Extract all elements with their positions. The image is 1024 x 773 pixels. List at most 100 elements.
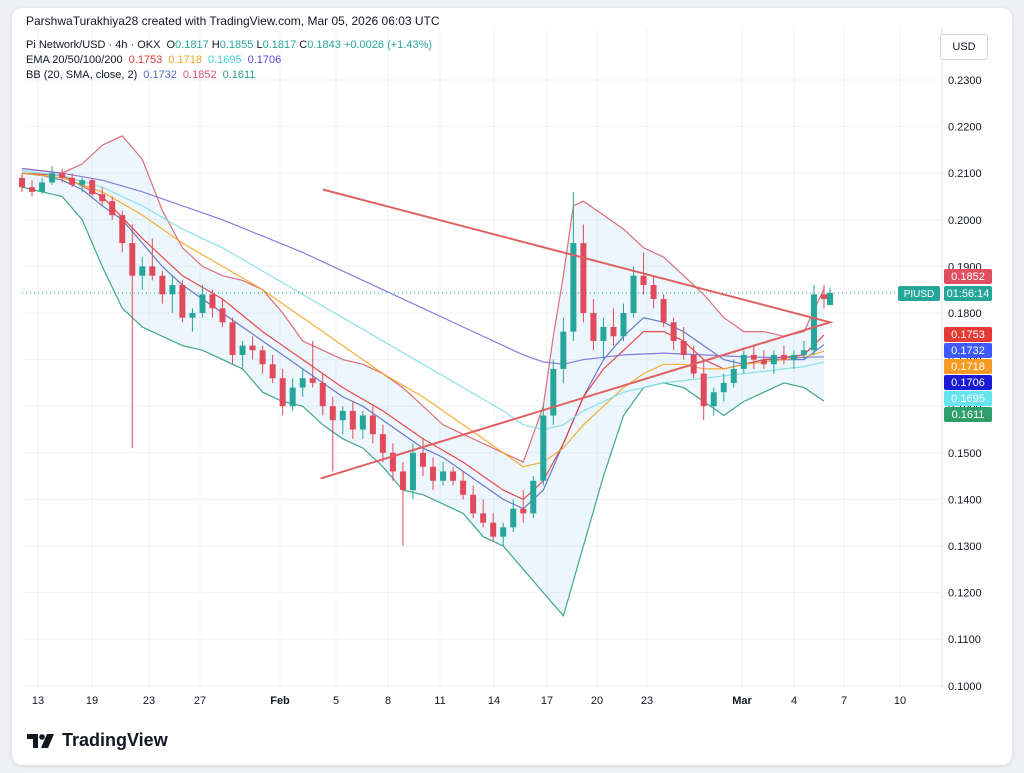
price-label-countdown-text: 01:56:14 <box>947 288 990 300</box>
candle-body <box>19 177 25 188</box>
candle-body <box>450 471 457 481</box>
candle-body <box>640 275 647 286</box>
value-tag-text: 0.1732 <box>951 345 985 357</box>
x-tick-label: 7 <box>841 695 847 707</box>
candle-body <box>480 513 487 523</box>
candle-body <box>99 194 106 202</box>
bollinger-band-fill <box>22 135 824 616</box>
candle-body <box>730 368 737 383</box>
legend-bb-row: BB (20, SMA, close, 2) 0.1732 0.1852 0.1… <box>26 68 432 83</box>
candle-body <box>409 452 416 491</box>
candle-body <box>670 322 677 341</box>
price-label-countdown <box>944 285 992 301</box>
legend-ema20: 0.1753 <box>128 54 163 66</box>
price-label-symbol <box>898 285 940 301</box>
candle-body <box>610 326 617 337</box>
legend-ema50: 0.1718 <box>168 54 202 66</box>
candle-body <box>500 527 507 537</box>
candle-body <box>720 382 727 393</box>
y-tick-label: 0.1500 <box>948 448 982 460</box>
legend-bb-lower: 0.1611 <box>222 69 256 81</box>
candle-body <box>760 359 767 365</box>
tradingview-logo-icon <box>27 733 54 748</box>
value-tag-text: 0.1706 <box>951 377 985 389</box>
candle-body <box>680 340 687 355</box>
x-tick-label: Feb <box>270 695 290 707</box>
value-tag-ema200 <box>944 375 992 390</box>
candle-body <box>430 466 437 481</box>
triangle-pattern <box>320 188 834 480</box>
value-tag-text: 0.1852 <box>951 271 985 283</box>
currency-button[interactable]: USD <box>940 34 988 60</box>
chart-card: ParshwaTurakhiya28 created with TradingV… <box>12 8 1012 765</box>
candle-body <box>620 313 627 337</box>
created-by-text: ParshwaTurakhiya28 created with TradingV… <box>26 14 440 28</box>
candle-body <box>49 173 56 183</box>
candle-body <box>29 187 36 192</box>
candle-body <box>560 331 567 369</box>
candle-body <box>540 415 547 481</box>
value-tag-bb_basis <box>944 343 992 358</box>
candle-body <box>660 299 667 323</box>
value-tag-text: 0.1718 <box>951 361 985 373</box>
candle-body <box>570 243 577 332</box>
legend-bb-basis: 0.1732 <box>143 69 177 81</box>
candle-body <box>289 387 296 407</box>
candle-body <box>460 480 467 495</box>
value-tags: 0.1852 0.1753 0.1732 0.1718 0.1706 0.1695 0.16… <box>898 269 992 422</box>
candle-body <box>269 364 276 379</box>
candle-body <box>580 243 587 313</box>
candle-body <box>129 243 136 276</box>
value-tag-text: 0.1611 <box>952 409 985 421</box>
legend-bb-label: BB (20, SMA, close, 2) <box>26 69 138 81</box>
candle-body <box>490 522 497 537</box>
candle-body <box>440 471 447 481</box>
value-tag-text: 0.1695 <box>951 393 985 405</box>
legend-symbol: Pi Network/USD · 4h · OKX <box>26 39 161 51</box>
candle-body <box>800 350 807 355</box>
candle-body <box>319 382 326 407</box>
x-tick-label: 4 <box>791 695 797 707</box>
value-tag-bb_upper <box>944 269 992 284</box>
x-tick-label: 19 <box>86 695 98 707</box>
legend-change: +0.0026 (+1.43%) <box>343 39 433 51</box>
candle-body <box>821 294 827 300</box>
y-tick-label: 0.1800 <box>948 308 982 320</box>
candle-body <box>827 292 834 306</box>
candle-body <box>249 345 256 351</box>
candle-body <box>59 173 66 178</box>
legend-high: 0.1855 <box>219 39 254 51</box>
y-tick-label: 0.2100 <box>948 168 982 180</box>
legend-ohlc: O0.1817 H0.1855 L0.1817 C0.1843 +0.0026 … <box>166 39 433 51</box>
tradingview-brand[interactable]: TradingView <box>26 730 168 751</box>
legend-low: 0.1817 <box>262 39 297 51</box>
candle-body <box>149 266 156 276</box>
candle-body <box>259 350 266 365</box>
candle-body <box>39 182 46 192</box>
price-chart[interactable]: 0.23000.22000.21000.20000.19000.18000.17… <box>12 8 1012 765</box>
legend-ema-row: EMA 20/50/100/200 0.1753 0.1718 0.1695 0… <box>26 53 432 68</box>
y-tick-label: 0.2300 <box>948 75 982 87</box>
x-tick-label: 10 <box>894 695 906 707</box>
candle-body <box>199 294 206 313</box>
candle-body <box>309 378 316 383</box>
candle-body <box>520 508 527 514</box>
value-tag-ema50 <box>944 359 992 374</box>
x-tick-label: 13 <box>32 695 44 707</box>
candle-body <box>179 285 186 318</box>
y-tick-label: 0.2000 <box>948 215 982 227</box>
candle-body <box>510 508 517 528</box>
x-tick-label: 23 <box>143 695 155 707</box>
value-tag-bb_lower <box>944 407 992 422</box>
candle-body <box>530 480 537 514</box>
candle-body <box>349 410 356 430</box>
x-tick-label: 23 <box>641 695 653 707</box>
candle-body <box>590 313 597 341</box>
candle-body <box>650 285 657 300</box>
candle-body <box>219 308 226 323</box>
candle-body <box>109 201 116 216</box>
candle-body <box>740 354 747 369</box>
candle-body <box>700 373 707 407</box>
candle-body <box>209 294 216 309</box>
candle-body <box>119 215 126 244</box>
